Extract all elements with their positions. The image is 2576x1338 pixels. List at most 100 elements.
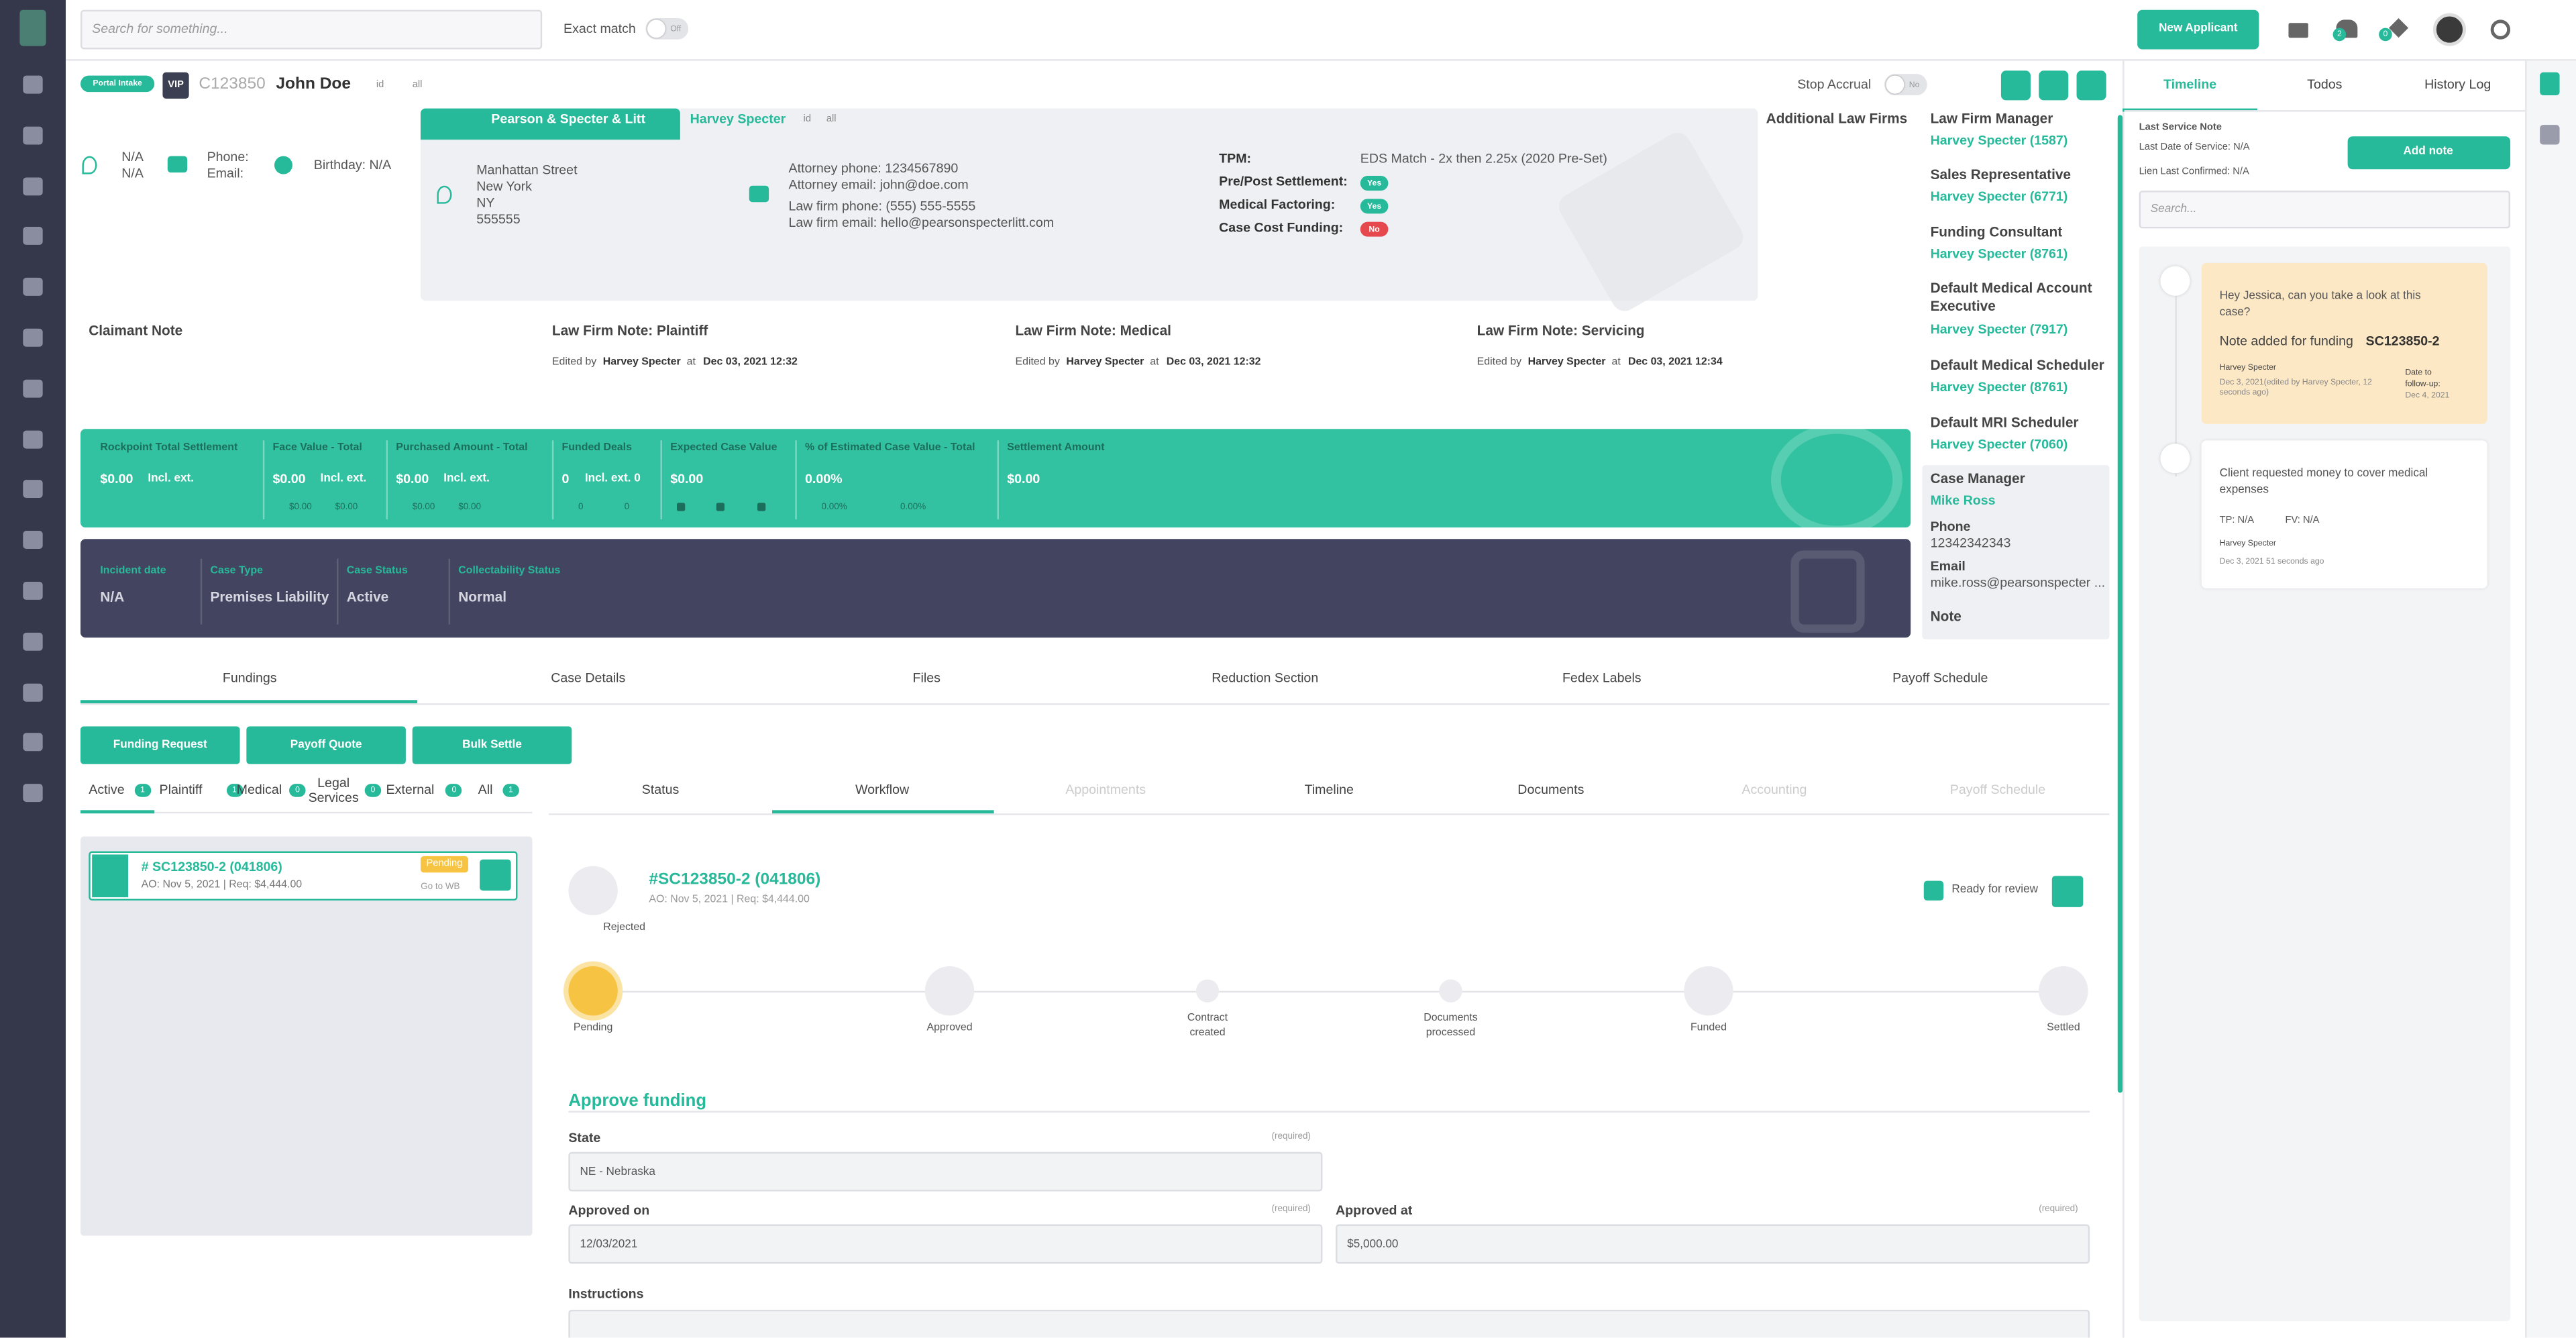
staff-name[interactable]: Harvey Specter (8761) bbox=[1930, 246, 2068, 262]
staff-name[interactable]: Harvey Specter (6771) bbox=[1930, 189, 2068, 204]
dollar-watermark bbox=[1771, 423, 1902, 536]
action-icon-button[interactable] bbox=[2076, 70, 2106, 101]
nav-icon[interactable] bbox=[23, 126, 43, 145]
form-input[interactable] bbox=[1336, 1224, 2090, 1264]
note-tp: TP: N/A bbox=[2219, 515, 2255, 526]
stats-divider bbox=[262, 440, 265, 519]
required-hint: (required) bbox=[2039, 1204, 2078, 1215]
action-icon-button[interactable] bbox=[2039, 70, 2069, 101]
filter-label[interactable]: Active bbox=[89, 782, 125, 797]
form-input[interactable] bbox=[568, 1224, 1323, 1264]
edited-author: Harvey Specter bbox=[602, 356, 681, 368]
required-hint: (required) bbox=[1271, 1132, 1311, 1143]
filter-label[interactable]: Plaintiff bbox=[159, 782, 203, 797]
stat-value: $0.00 bbox=[272, 471, 306, 486]
side-tab[interactable]: Timeline bbox=[2163, 77, 2217, 93]
new-applicant-label[interactable]: New Applicant bbox=[2159, 23, 2238, 35]
subtab[interactable]: Status bbox=[641, 782, 680, 797]
case-manager-email: mike.ross@pearsonspecter ... bbox=[1930, 575, 2106, 590]
instructions-input[interactable] bbox=[568, 1309, 2090, 1338]
edited-at: at bbox=[1150, 356, 1159, 368]
contact-icon bbox=[749, 185, 769, 203]
stat-label: % of Estimated Case Value - Total bbox=[805, 442, 975, 454]
subtab[interactable]: Documents bbox=[1517, 782, 1585, 797]
filter-label[interactable]: External bbox=[386, 782, 435, 797]
strip-icon[interactable] bbox=[2540, 72, 2560, 96]
nav-icon[interactable] bbox=[23, 176, 43, 195]
add-note-button[interactable] bbox=[2347, 136, 2511, 170]
step-label: Contract created bbox=[1187, 1011, 1228, 1038]
nav-icon[interactable] bbox=[23, 278, 43, 297]
nav-icon[interactable] bbox=[23, 379, 43, 398]
action-icon-button[interactable] bbox=[2000, 70, 2031, 101]
tab[interactable]: Fundings bbox=[222, 670, 277, 686]
avatar[interactable] bbox=[2432, 13, 2466, 46]
right-strip bbox=[2525, 60, 2576, 1338]
search-box[interactable] bbox=[80, 9, 543, 50]
subtab[interactable]: Appointments bbox=[1065, 782, 1146, 797]
copy-id[interactable]: id bbox=[376, 81, 384, 91]
logout-icon[interactable] bbox=[2490, 19, 2511, 40]
workflow-gear[interactable] bbox=[2051, 876, 2084, 907]
action-button-label[interactable]: Funding Request bbox=[113, 738, 207, 750]
filter-label[interactable]: Medical bbox=[236, 782, 282, 797]
case-manager-name[interactable]: Mike Ross bbox=[1930, 493, 1996, 508]
subtab[interactable]: Timeline bbox=[1304, 782, 1354, 797]
strip-icon[interactable] bbox=[2540, 125, 2560, 145]
nav-icon[interactable] bbox=[23, 784, 43, 803]
form-input[interactable] bbox=[568, 1151, 1323, 1192]
tab[interactable]: Case Details bbox=[551, 670, 626, 686]
search-placeholder: Search for something... bbox=[92, 21, 228, 36]
subtab[interactable]: Payoff Schedule bbox=[1949, 782, 2046, 797]
nav-icon[interactable] bbox=[23, 733, 43, 752]
ready-checkbox[interactable] bbox=[1923, 880, 1944, 901]
side-tab[interactable]: History Log bbox=[2424, 77, 2491, 93]
action-button[interactable] bbox=[80, 726, 240, 764]
copy-all[interactable]: all bbox=[412, 81, 423, 91]
staff-name[interactable]: Harvey Specter (7917) bbox=[1930, 322, 2068, 338]
scrollbar bbox=[2117, 115, 2123, 1093]
staff-role: Funding Consultant bbox=[1930, 223, 2063, 240]
tab[interactable]: Fedex Labels bbox=[1562, 670, 1642, 686]
nav-icon[interactable] bbox=[23, 75, 43, 94]
nav-icon[interactable] bbox=[23, 581, 43, 600]
funding-card-link[interactable]: Go to WB bbox=[421, 882, 460, 892]
action-button-label[interactable]: Payoff Quote bbox=[290, 738, 362, 750]
nav-icon[interactable] bbox=[23, 682, 43, 701]
add-note-label[interactable]: Add note bbox=[2403, 146, 2453, 158]
tab[interactable]: Payoff Schedule bbox=[1892, 670, 1988, 686]
tab[interactable]: Reduction Section bbox=[1212, 670, 1319, 686]
case-manager-email-label: Email bbox=[1930, 558, 1966, 574]
funding-card-gear[interactable] bbox=[480, 859, 511, 891]
subtab[interactable]: Workflow bbox=[855, 782, 910, 797]
filter-label[interactable]: All bbox=[478, 782, 493, 797]
attorney-name[interactable]: Harvey Specter bbox=[690, 111, 786, 127]
filter-count-badge bbox=[445, 784, 463, 797]
filter-count-badge bbox=[364, 784, 382, 797]
action-button-label[interactable]: Bulk Settle bbox=[462, 738, 522, 750]
side-tab[interactable]: Todos bbox=[2307, 77, 2343, 93]
side-search[interactable] bbox=[2139, 191, 2511, 229]
tab[interactable]: Files bbox=[912, 670, 941, 686]
nav-icon[interactable] bbox=[23, 632, 43, 651]
staff-name[interactable]: Harvey Specter (8761) bbox=[1930, 379, 2068, 395]
nav-icon[interactable] bbox=[23, 480, 43, 499]
copy-id[interactable]: id bbox=[803, 115, 812, 125]
staff-name[interactable]: Harvey Specter (7060) bbox=[1930, 437, 2068, 452]
nav-icon[interactable] bbox=[23, 328, 43, 347]
subtab[interactable]: Accounting bbox=[1741, 782, 1807, 797]
nav-icon[interactable] bbox=[23, 531, 43, 550]
edited-at: at bbox=[686, 356, 696, 368]
stat-value: 0 bbox=[561, 471, 570, 486]
mail-icon[interactable] bbox=[2288, 23, 2308, 38]
action-button[interactable] bbox=[246, 726, 406, 764]
copy-all[interactable]: all bbox=[826, 115, 837, 125]
new-applicant-button[interactable] bbox=[2137, 9, 2259, 50]
staff-name[interactable]: Harvey Specter (1587) bbox=[1930, 133, 2068, 148]
nav-icon[interactable] bbox=[23, 429, 43, 448]
case-info-label: Case Type bbox=[210, 565, 263, 577]
action-button[interactable] bbox=[412, 726, 572, 764]
step-circle bbox=[1439, 979, 1462, 1002]
filter-label[interactable]: Legal Services bbox=[308, 775, 359, 806]
nav-icon[interactable] bbox=[23, 227, 43, 246]
